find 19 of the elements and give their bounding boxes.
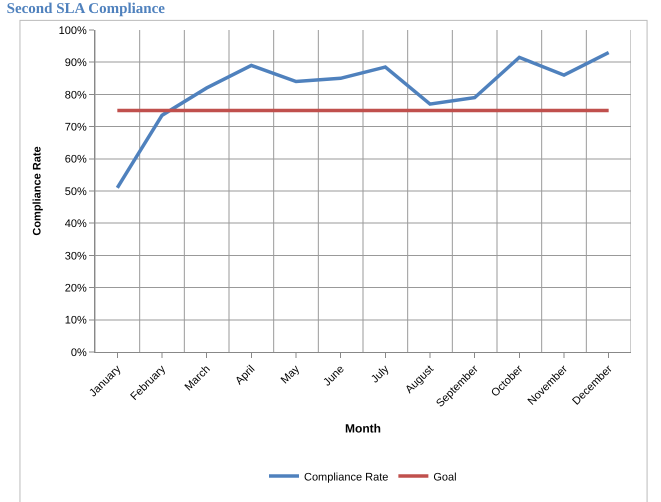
y-tick-label: 50% [64, 186, 88, 198]
chart-title: Second SLA Compliance [6, 1, 166, 18]
y-tick-label: 80% [64, 89, 88, 102]
y-tick-label: 100% [58, 24, 88, 37]
legend-label: Compliance Rate [304, 471, 388, 484]
y-tick-label: 60% [64, 154, 88, 166]
x-tick-label: July [369, 362, 392, 386]
y-axis-title: Compliance Rate [31, 146, 44, 236]
x-axis-title: Month [345, 422, 381, 436]
y-tick-label: 0% [70, 346, 88, 359]
line-series [116, 50, 610, 190]
x-tick-label: May [278, 362, 302, 386]
legend-label: Goal [433, 471, 457, 484]
y-tick-label: 20% [64, 282, 88, 294]
y-tick-label: 70% [64, 121, 88, 134]
y-tick-label: 10% [64, 314, 88, 327]
y-tick-label: 30% [64, 250, 88, 262]
y-tick-label: 40% [64, 218, 88, 230]
y-tick-label: 90% [64, 57, 88, 70]
